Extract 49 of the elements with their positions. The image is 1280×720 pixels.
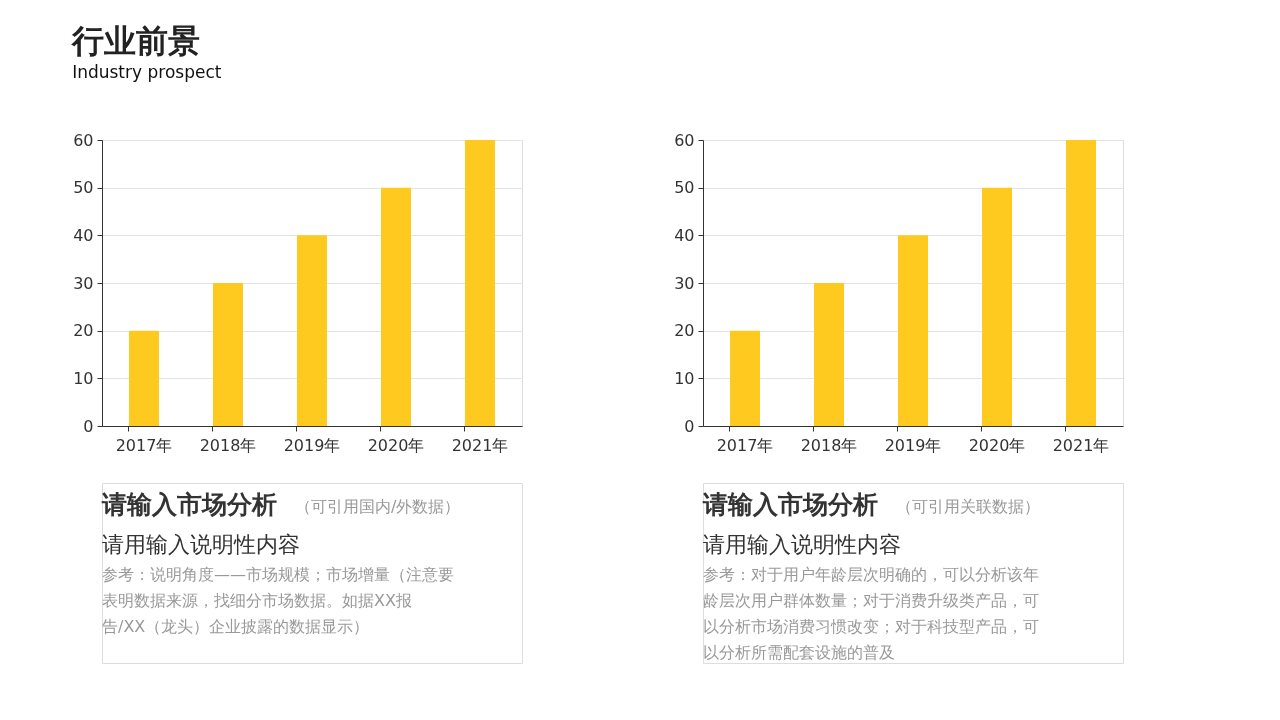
text: 请输入市场分析 <box>101 490 277 519</box>
bar <box>381 187 411 426</box>
x-tick-label: 2017年 <box>115 435 173 455</box>
text: 以分析所需配套设施的普及 <box>703 643 895 662</box>
bar <box>730 330 760 426</box>
y-tick-label: 10 <box>73 368 94 388</box>
y-tick-label: 40 <box>73 225 94 245</box>
y-tick-label: 0 <box>684 416 695 436</box>
y-tick-label: 30 <box>674 273 695 293</box>
y-tick-label: 10 <box>674 368 695 388</box>
text: （可引用国内/外数据） <box>295 497 461 516</box>
text: 参考：说明角度——市场规模；市场增量（注意要 <box>102 565 454 584</box>
y-tick-label: 60 <box>674 130 695 150</box>
x-tick-label: 2020年 <box>968 435 1026 455</box>
bar <box>1066 140 1096 426</box>
x-tick-label: 2019年 <box>884 435 942 455</box>
text: 请用输入说明性内容 <box>703 532 901 557</box>
x-tick-label: 2018年 <box>800 435 858 455</box>
bar <box>982 187 1012 426</box>
y-tick-label: 20 <box>674 321 695 341</box>
text: 告/XX（龙头）企业披露的数据显示） <box>102 617 370 636</box>
y-tick-label: 0 <box>83 416 94 436</box>
text: 请输入市场分析 <box>702 490 878 519</box>
bar <box>297 235 327 426</box>
x-tick-label: 2019年 <box>283 435 341 455</box>
text: 表明数据来源，找细分市场数据。如据XX报 <box>102 591 412 610</box>
chart-title: 行业前景 <box>71 21 201 60</box>
x-tick-label: 2018年 <box>199 435 257 455</box>
y-tick-label: 30 <box>73 273 94 293</box>
bar <box>465 140 495 426</box>
y-tick-label: 50 <box>73 178 94 198</box>
bar <box>814 283 844 426</box>
chart-subtitle: Industry prospect <box>72 61 222 82</box>
text: 参考：对于用户年龄层次明确的，可以分析该年 <box>703 565 1039 584</box>
bar <box>129 330 159 426</box>
bar <box>898 235 928 426</box>
text: （可引用关联数据） <box>896 497 1040 516</box>
bar <box>213 283 243 426</box>
text: 龄层次用户群体数量；对于消费升级类产品，可 <box>703 591 1039 610</box>
y-tick-label: 20 <box>73 321 94 341</box>
x-tick-label: 2021年 <box>451 435 509 455</box>
text: 请用输入说明性内容 <box>102 532 300 557</box>
y-tick-label: 40 <box>674 225 695 245</box>
text: 以分析市场消费习惯改变；对于科技型产品，可 <box>703 617 1039 636</box>
y-tick-label: 60 <box>73 130 94 150</box>
x-tick-label: 2021年 <box>1052 435 1110 455</box>
x-tick-label: 2020年 <box>367 435 425 455</box>
x-tick-label: 2017年 <box>716 435 774 455</box>
y-tick-label: 50 <box>674 178 695 198</box>
